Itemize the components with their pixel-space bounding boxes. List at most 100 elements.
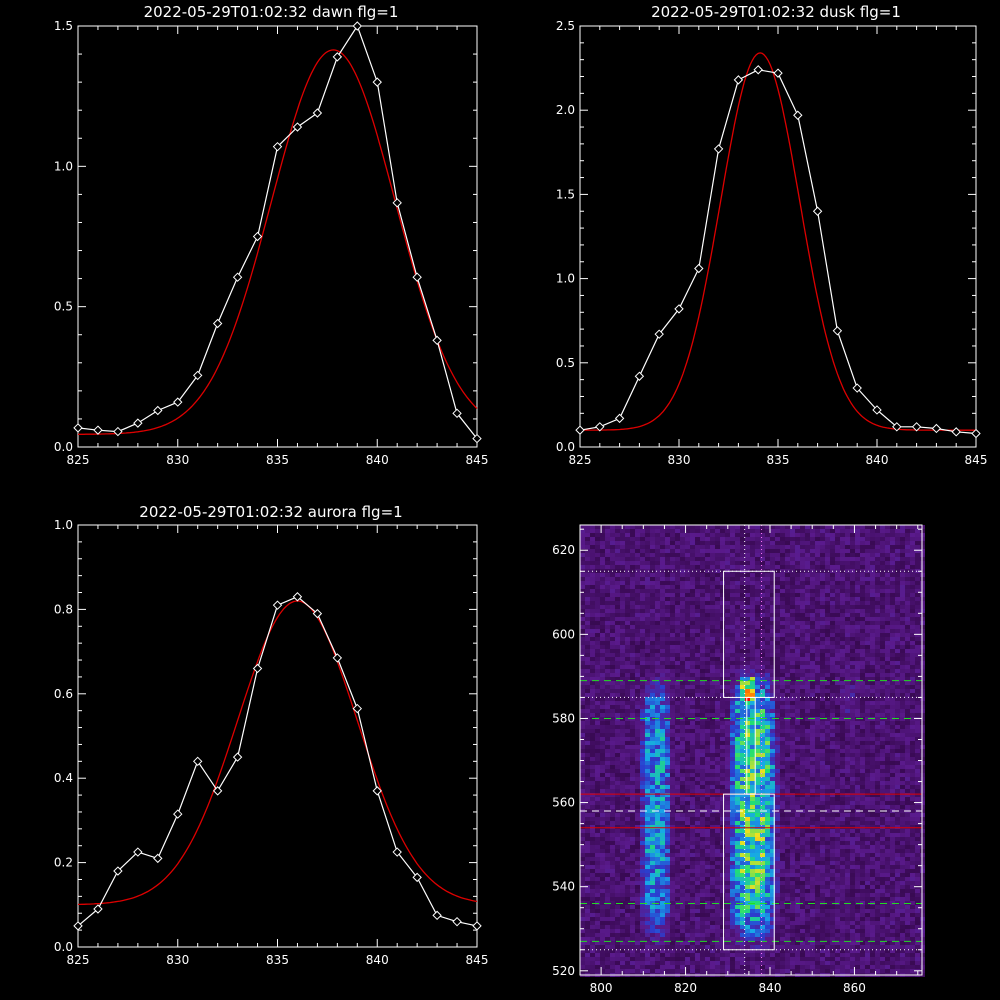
heatmap-cell	[650, 597, 655, 601]
panel-aurora-title: 2022-05-29T01:02:32 aurora flg=1	[139, 503, 402, 521]
heatmap-cell	[610, 725, 615, 729]
heatmap-cell	[910, 613, 915, 617]
heatmap-cell	[590, 525, 595, 529]
heatmap-cell	[615, 733, 620, 737]
heatmap-cell	[690, 749, 695, 753]
heatmap-cell	[790, 781, 795, 785]
heatmap-cell	[650, 549, 655, 553]
heatmap-cell	[720, 601, 725, 605]
heatmap-cell	[595, 713, 600, 717]
heatmap-cell	[730, 625, 735, 629]
heatmap-cell	[840, 685, 845, 689]
heatmap-cell	[650, 537, 655, 541]
heatmap-cell	[720, 745, 725, 749]
heatmap-cell	[775, 633, 780, 637]
heatmap-cell	[840, 641, 845, 645]
heatmap-cell	[830, 705, 835, 709]
heatmap-cell	[740, 537, 745, 541]
heatmap-cell	[730, 785, 735, 789]
heatmap-cell	[710, 781, 715, 785]
heatmap-cell	[820, 697, 825, 701]
heatmap-cell	[815, 589, 820, 593]
heatmap-cell	[690, 593, 695, 597]
heatmap-cell	[690, 669, 695, 673]
heatmap-cell	[790, 669, 795, 673]
heatmap-cell	[655, 549, 660, 553]
heatmap-cell	[740, 557, 745, 561]
heatmap-cell	[845, 741, 850, 745]
heatmap-cell	[620, 593, 625, 597]
heatmap-cell	[665, 633, 670, 637]
heatmap-cell	[690, 765, 695, 769]
heatmap-cell	[665, 593, 670, 597]
heatmap-cell	[625, 785, 630, 789]
heatmap-cell	[660, 753, 665, 757]
heatmap-cell	[665, 773, 670, 777]
heatmap-cell	[650, 577, 655, 581]
heatmap-cell	[870, 701, 875, 705]
heatmap-cell	[895, 721, 900, 725]
heatmap-cell	[890, 529, 895, 533]
heatmap-cell	[700, 741, 705, 745]
heatmap-cell	[670, 561, 675, 565]
heatmap-cell	[600, 773, 605, 777]
heatmap-cell	[580, 561, 585, 565]
heatmap-cell	[820, 645, 825, 649]
heatmap-cell	[775, 629, 780, 633]
heatmap-cell	[825, 713, 830, 717]
heatmap-cell	[875, 701, 880, 705]
heatmap-cell	[835, 705, 840, 709]
heatmap-cell	[815, 605, 820, 609]
heatmap-cell	[765, 769, 770, 773]
heatmap-cell	[590, 593, 595, 597]
heatmap-cell	[800, 677, 805, 681]
heatmap-cell	[770, 685, 775, 689]
heatmap-cell	[850, 541, 855, 545]
heatmap-cell	[585, 633, 590, 637]
heatmap-cell	[740, 769, 745, 773]
heatmap-cell	[635, 589, 640, 593]
heatmap-cell	[870, 769, 875, 773]
heatmap-cell	[675, 649, 680, 653]
heatmap-cell	[585, 705, 590, 709]
heatmap-cell	[680, 625, 685, 629]
heatmap-cell	[880, 649, 885, 653]
heatmap-cell	[630, 573, 635, 577]
heatmap-cell	[755, 565, 760, 569]
heatmap-cell	[905, 773, 910, 777]
heatmap-cell	[610, 649, 615, 653]
heatmap-cell	[755, 549, 760, 553]
heatmap-cell	[740, 621, 745, 625]
heatmap-cell	[790, 673, 795, 677]
heatmap-cell	[865, 525, 870, 529]
heatmap-cell	[825, 669, 830, 673]
heatmap-cell	[730, 737, 735, 741]
heatmap-cell	[625, 693, 630, 697]
heatmap-cell	[910, 777, 915, 781]
heatmap-cell	[800, 709, 805, 713]
heatmap-cell	[635, 565, 640, 569]
heatmap-cell	[740, 589, 745, 593]
heatmap-cell	[890, 601, 895, 605]
heatmap-cell	[730, 585, 735, 589]
heatmap-cell	[700, 593, 705, 597]
heatmap-cell	[795, 537, 800, 541]
heatmap-cell	[660, 689, 665, 693]
heatmap-cell	[830, 589, 835, 593]
heatmap-cell	[760, 645, 765, 649]
heatmap-cell	[865, 681, 870, 685]
heatmap-cell	[615, 569, 620, 573]
heatmap-cell	[745, 761, 750, 765]
heatmap-cell	[840, 585, 845, 589]
heatmap-cell	[905, 593, 910, 597]
heatmap-cell	[630, 613, 635, 617]
heatmap-cell	[775, 565, 780, 569]
heatmap-cell	[605, 713, 610, 717]
heatmap-cell	[600, 585, 605, 589]
heatmap-cell	[705, 721, 710, 725]
heatmap-cell	[680, 593, 685, 597]
heatmap-cell	[760, 593, 765, 597]
heatmap-cell	[585, 693, 590, 697]
heatmap-cell	[890, 533, 895, 537]
